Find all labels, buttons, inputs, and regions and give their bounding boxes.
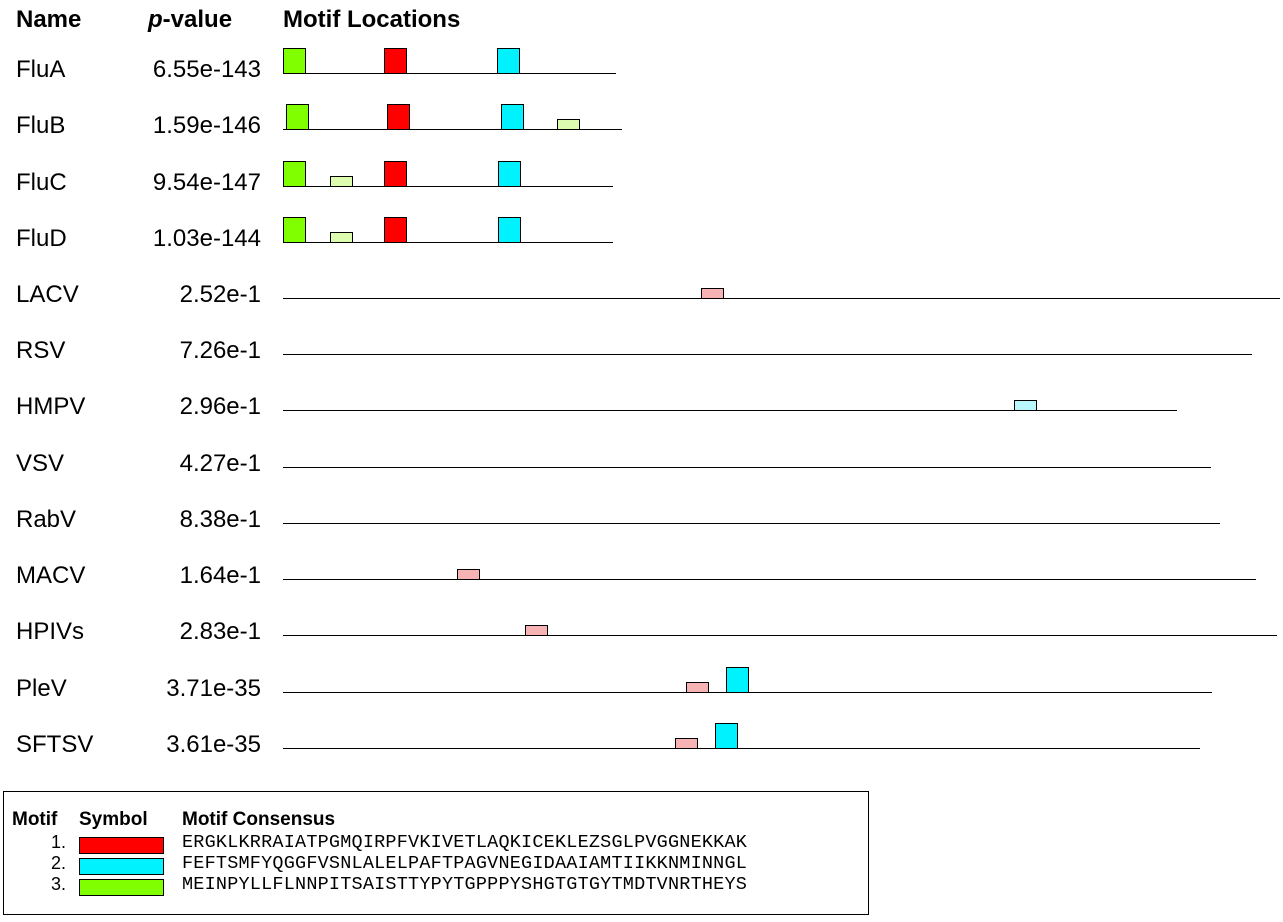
motif-site [286,104,309,130]
sequence-pvalue: 8.38e-1 [179,506,261,533]
sequence-line [283,298,1280,299]
legend-header-consensus: Motif Consensus [182,809,336,830]
motif-site [330,176,353,187]
motif-site [497,48,520,74]
sequence-pvalue: 3.61e-35 [166,731,261,758]
motif-site [384,48,407,74]
sequence-line [283,73,616,74]
sequence-line [283,354,1252,355]
motif-legend: Motif Symbol Motif Consensus 1. ERGKLKRR… [3,791,869,915]
motif-site [675,738,698,749]
column-header-name: Name [16,6,82,33]
motif-site [557,119,580,130]
column-header-locations: Motif Locations [283,6,461,33]
sequence-name: HPIVs [16,618,85,645]
motif-site [283,161,306,187]
sequence-line [283,410,1177,411]
sequence-name: FluB [16,112,66,139]
motif-site [501,104,524,130]
sequence-line [283,467,1211,468]
sequence-name: PleV [16,675,67,702]
legend-motif-number: 2. [50,853,66,873]
sequence-pvalue: 3.71e-35 [166,675,261,702]
value-suffix: -value [162,6,233,33]
motif-site [498,161,521,187]
motif-site [726,667,749,693]
sequence-line [283,186,613,187]
legend-motif-symbol [79,837,164,854]
column-header-pvalue: p-value [148,6,232,34]
sequence-name: RabV [16,506,77,533]
motif-site [686,682,709,693]
sequence-line [283,523,1220,524]
sequence-name: FluC [16,169,67,196]
motif-site [498,217,521,243]
legend-header-symbol: Symbol [79,809,148,830]
motif-site [525,625,548,636]
p-letter: p [148,6,163,33]
motif-site [715,723,738,749]
sequence-pvalue: 4.27e-1 [179,450,261,477]
sequence-line [283,242,613,243]
sequence-name: RSV [16,337,66,364]
legend-motif-symbol [79,879,164,896]
motif-site [701,288,724,299]
motif-site [384,217,407,243]
motif-site [387,104,410,130]
sequence-name: MACV [16,562,86,589]
sequence-name: VSV [16,450,65,477]
legend-motif-number: 1. [50,832,66,852]
motif-site [283,48,306,74]
sequence-pvalue: 2.83e-1 [179,618,261,645]
sequence-line [283,129,622,130]
legend-motif-number: 3. [50,874,66,894]
motif-site [283,217,306,243]
motif-site [1014,400,1037,411]
sequence-line [283,748,1200,749]
sequence-name: LACV [16,281,79,308]
sequence-pvalue: 2.52e-1 [179,281,261,308]
sequence-name: HMPV [16,393,86,420]
sequence-name: SFTSV [16,731,94,758]
sequence-name: FluA [16,56,66,83]
legend-motif-consensus: ERGKLKRRAIATPGMQIRPFVKIVETLAQKICEKLEZSGL… [182,832,748,853]
legend-header-motif: Motif [12,809,58,830]
sequence-line [283,635,1277,636]
sequence-pvalue: 2.96e-1 [179,393,261,420]
sequence-pvalue: 7.26e-1 [179,337,261,364]
motif-site [384,161,407,187]
motif-site [457,569,480,580]
sequence-pvalue: 1.64e-1 [179,562,261,589]
sequence-pvalue: 9.54e-147 [152,169,261,196]
sequence-pvalue: 1.03e-144 [152,225,261,252]
sequence-name: FluD [16,225,67,252]
motif-site [330,232,353,243]
sequence-pvalue: 1.59e-146 [152,112,261,139]
legend-motif-consensus: MEINPYLLFLNNPITSAISTTYPYTGPPPYSHGTGTGYTM… [182,874,748,895]
sequence-pvalue: 6.55e-143 [152,56,261,83]
sequence-line [283,579,1256,580]
legend-motif-consensus: FEFTSMFYQGGFVSNLALELPAFTPAGVNEGIDAAIAMTI… [182,853,748,874]
legend-motif-symbol [79,858,164,875]
